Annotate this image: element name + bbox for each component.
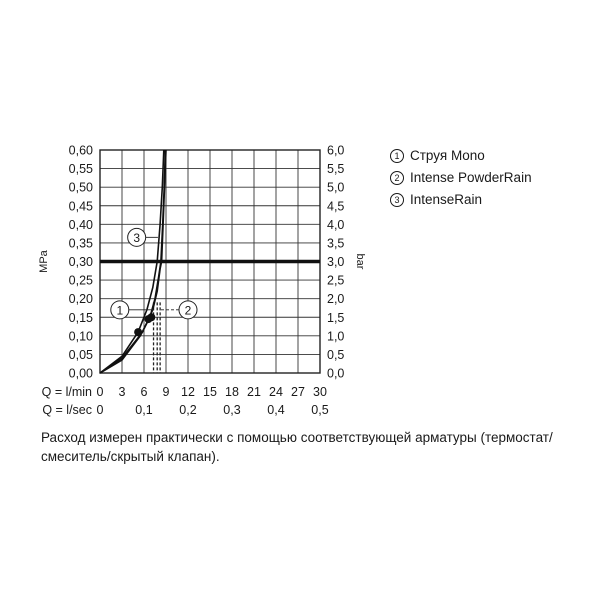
- y-left-tick-label: 0,15: [69, 311, 93, 325]
- series-line-1: [99, 149, 165, 374]
- footnote: Расход измерен практически с помощью соо…: [41, 430, 553, 464]
- x-lmin-axis-label: Q = l/min: [42, 385, 92, 399]
- x-lmin-tick-label: 12: [181, 385, 195, 399]
- legend-label-2: Intense PowderRain: [410, 170, 532, 185]
- callout-circle-2: [178, 300, 198, 320]
- y-right-tick-label: 0,0: [327, 367, 344, 381]
- y-right-tick-label: 0,5: [327, 348, 344, 362]
- y-left-tick-label: 0,40: [69, 218, 93, 232]
- x-lsec-tick-label: 0,5: [311, 403, 328, 417]
- series-line-3: [99, 149, 167, 374]
- y-right-tick-label: 2,0: [327, 292, 344, 306]
- legend-item-3: 3 IntenseRain: [390, 189, 532, 211]
- legend: 1 Струя Mono 2 Intense PowderRain 3 Inte…: [390, 145, 532, 211]
- y-right-tick-label: 4,0: [327, 218, 344, 232]
- x-lsec-tick-label: 0,3: [223, 403, 240, 417]
- y-left-tick-label: 0,25: [69, 274, 93, 288]
- chart-series: [99, 149, 167, 374]
- y-left-tick-label: 0,30: [69, 255, 93, 269]
- callout-circle-1: [110, 300, 130, 320]
- legend-item-1: 1 Струя Mono: [390, 145, 532, 167]
- callout-number-3: 3: [133, 231, 140, 245]
- y-right-tick-label: 4,5: [327, 199, 344, 213]
- callout-number-1: 1: [116, 303, 123, 317]
- y-left-axis-label: MPa: [38, 249, 50, 273]
- y-left-tick-label: 0,55: [69, 162, 93, 176]
- legend-number-2: 2: [390, 171, 404, 185]
- x-lsec-tick-label: 0: [97, 403, 104, 417]
- x-lmin-tick-label: 21: [247, 385, 261, 399]
- y-left-tick-label: 0,50: [69, 181, 93, 195]
- x-lsec-tick-label: 0,1: [135, 403, 152, 417]
- callout-number-2: 2: [185, 303, 192, 317]
- x-lmin-tick-label: 6: [141, 385, 148, 399]
- flow-pressure-chart: 0,000,050,100,150,200,250,300,350,400,45…: [38, 144, 366, 418]
- y-right-tick-label: 5,0: [327, 181, 344, 195]
- x-lmin-tick-label: 27: [291, 385, 305, 399]
- x-lmin-tick-label: 30: [313, 385, 327, 399]
- y-right-tick-label: 1,0: [327, 329, 344, 343]
- x-lmin-tick-label: 0: [97, 385, 104, 399]
- x-lmin-tick-label: 9: [163, 385, 170, 399]
- x-lmin-tick-label: 24: [269, 385, 283, 399]
- x-lsec-tick-label: 0,4: [267, 403, 284, 417]
- y-left-tick-label: 0,00: [69, 367, 93, 381]
- y-right-axis-label: bar: [354, 254, 366, 270]
- x-lsec-axis-label: Q = l/sec: [42, 403, 92, 417]
- legend-number-3: 3: [390, 193, 404, 207]
- y-right-tick-label: 6,0: [327, 144, 344, 158]
- legend-label-1: Струя Mono: [410, 148, 485, 163]
- callout-circle-3: [127, 227, 147, 247]
- legend-number-1: 1: [390, 149, 404, 163]
- x-lsec-tick-label: 0,2: [179, 403, 196, 417]
- y-right-tick-label: 2,5: [327, 274, 344, 288]
- chart-callouts: 1 2 3: [110, 227, 198, 320]
- y-left-tick-label: 0,20: [69, 292, 93, 306]
- y-right-tick-label: 3,0: [327, 255, 344, 269]
- series-marker-3: [147, 313, 156, 322]
- x-lmin-tick-label: 3: [119, 385, 126, 399]
- chart-axes: 0,000,050,100,150,200,250,300,350,400,45…: [38, 144, 366, 418]
- series-marker-1: [134, 328, 143, 337]
- chart-grid: [99, 149, 321, 374]
- y-right-tick-label: 5,5: [327, 162, 344, 176]
- x-lmin-tick-label: 15: [203, 385, 217, 399]
- y-left-tick-label: 0,10: [69, 329, 93, 343]
- legend-label-3: IntenseRain: [410, 192, 483, 207]
- y-right-tick-label: 1,5: [327, 311, 344, 325]
- legend-item-2: 2 Intense PowderRain: [390, 167, 532, 189]
- y-left-tick-label: 0,35: [69, 236, 93, 250]
- y-left-tick-label: 0,60: [69, 144, 93, 158]
- x-lmin-tick-label: 18: [225, 385, 239, 399]
- y-right-tick-label: 3,5: [327, 236, 344, 250]
- y-left-tick-label: 0,45: [69, 199, 93, 213]
- y-left-tick-label: 0,05: [69, 348, 93, 362]
